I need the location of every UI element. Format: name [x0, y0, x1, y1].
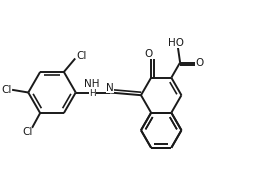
- Text: H: H: [89, 89, 96, 97]
- Text: Cl: Cl: [1, 85, 11, 95]
- Text: Cl: Cl: [22, 127, 32, 137]
- Text: O: O: [196, 58, 204, 68]
- Text: Cl: Cl: [76, 51, 86, 61]
- Text: NH: NH: [84, 79, 99, 89]
- Text: N: N: [106, 83, 114, 93]
- Text: HO: HO: [168, 38, 184, 48]
- Text: O: O: [145, 50, 153, 60]
